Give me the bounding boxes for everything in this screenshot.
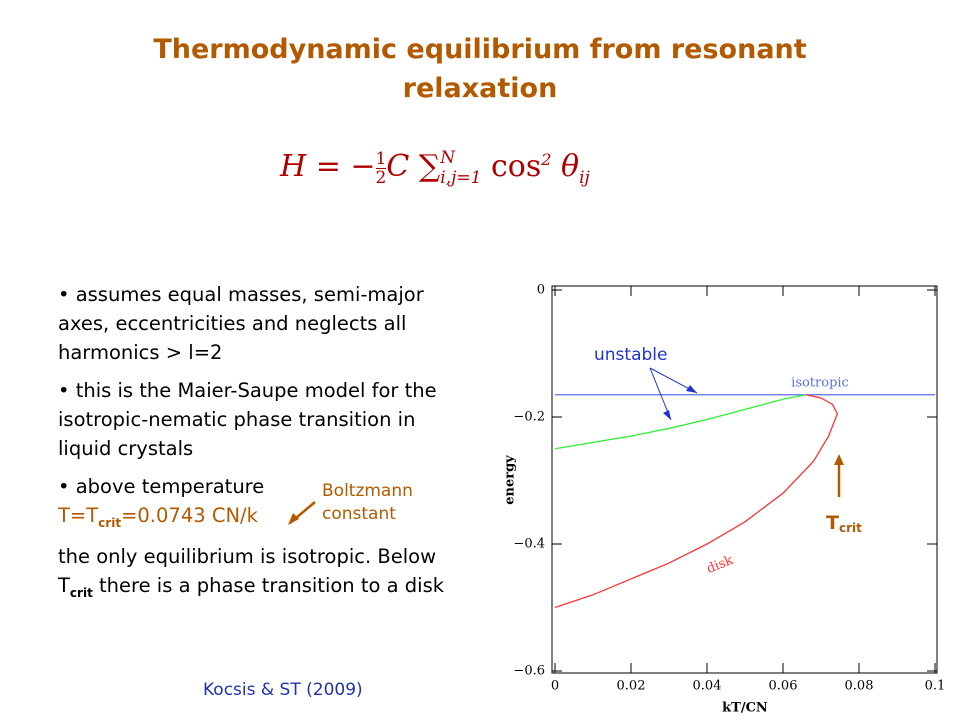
x-tick-label: 0.08 [845, 679, 874, 694]
x-tick-label: 0.06 [769, 679, 798, 694]
arrowhead [288, 513, 299, 525]
bullet: • this is the Maier-Saupe model for the … [58, 379, 437, 460]
annotation: Boltzmann constant [322, 481, 413, 524]
bullet: • above temperature [58, 475, 265, 498]
bullet: • assumes equal masses, semi-major axes,… [58, 283, 424, 364]
text-part: the only equilibrium is isotropic. Below… [58, 544, 437, 597]
eq-part: i,j=1 [440, 168, 482, 188]
annotation-part: T [826, 512, 839, 534]
eq-part: N [440, 148, 456, 168]
annotation: Tcrit [826, 512, 862, 535]
x-tick-label: 0.1 [925, 679, 946, 694]
text-part: =0.0743 CN/k [121, 504, 258, 527]
y-tick-label: 0 [537, 283, 545, 298]
eq-part: θ [561, 149, 580, 184]
series-line [554, 394, 806, 450]
annotation-part: crit [839, 521, 862, 535]
formula: T=Tcrit=0.0743 CN/k [58, 501, 468, 538]
text-part: there is a phase transition to a disk [92, 573, 445, 597]
y-tick-label: −0.4 [513, 537, 545, 552]
eq-part: H = − [280, 149, 376, 184]
arrowhead [686, 385, 697, 393]
eq-part: 1 [375, 148, 387, 169]
arrowhead [834, 454, 844, 465]
bullets: • assumes equal masses, semi-major axes,… [58, 280, 468, 617]
arrowhead [663, 410, 671, 420]
plot-frame [551, 285, 938, 674]
eq-part: 2 [541, 150, 552, 169]
y-tick-label: −0.6 [513, 664, 545, 679]
x-tick-label: 0.04 [693, 679, 722, 694]
x-tick-label: 0.02 [617, 679, 646, 694]
x-axis-label: kT/CN [722, 701, 768, 716]
curve-label: isotropic [791, 376, 849, 391]
text-part: crit [98, 515, 122, 530]
citation: Kocsis & ST (2009) [203, 680, 363, 700]
annotation: unstable [594, 345, 667, 365]
eq-part: 2 [375, 167, 387, 188]
series-line [554, 394, 839, 609]
text-part: T=T [58, 504, 99, 527]
text-part: crit [69, 585, 93, 600]
x-tick-label: 0 [551, 679, 559, 694]
slide-title: Thermodynamic equilibrium from resonant … [153, 34, 807, 104]
bullet-cont: the only equilibrium is isotropic. Below… [58, 542, 468, 608]
y-axis-label: energy [503, 455, 518, 505]
y-tick-label: −0.2 [513, 410, 545, 425]
eq-part: C [386, 149, 410, 184]
eq-part: ∑ [418, 149, 441, 184]
eq-part: ij [579, 168, 590, 188]
eq-part: cos [491, 149, 542, 184]
curve-label: disk [705, 553, 736, 577]
